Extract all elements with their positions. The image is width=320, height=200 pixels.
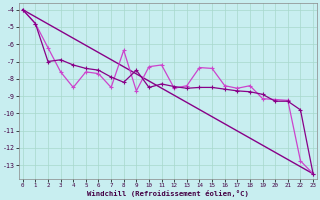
X-axis label: Windchill (Refroidissement éolien,°C): Windchill (Refroidissement éolien,°C) [87,190,249,197]
